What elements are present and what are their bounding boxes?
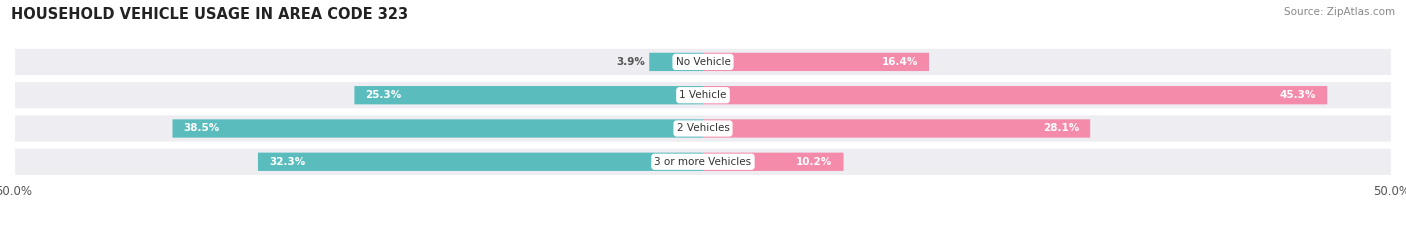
Text: 28.1%: 28.1%	[1043, 123, 1080, 134]
Text: 3.9%: 3.9%	[616, 57, 645, 67]
Text: HOUSEHOLD VEHICLE USAGE IN AREA CODE 323: HOUSEHOLD VEHICLE USAGE IN AREA CODE 323	[11, 7, 408, 22]
FancyBboxPatch shape	[650, 53, 703, 71]
FancyBboxPatch shape	[703, 86, 1327, 104]
FancyBboxPatch shape	[354, 86, 703, 104]
FancyBboxPatch shape	[703, 153, 844, 171]
FancyBboxPatch shape	[14, 148, 1392, 176]
Text: 2 Vehicles: 2 Vehicles	[676, 123, 730, 134]
FancyBboxPatch shape	[703, 119, 1090, 138]
FancyBboxPatch shape	[703, 53, 929, 71]
FancyBboxPatch shape	[14, 48, 1392, 76]
Text: 25.3%: 25.3%	[366, 90, 402, 100]
FancyBboxPatch shape	[14, 81, 1392, 109]
Text: No Vehicle: No Vehicle	[675, 57, 731, 67]
Text: 3 or more Vehicles: 3 or more Vehicles	[654, 157, 752, 167]
Text: 38.5%: 38.5%	[184, 123, 219, 134]
FancyBboxPatch shape	[173, 119, 703, 138]
Text: 32.3%: 32.3%	[269, 157, 305, 167]
Text: Source: ZipAtlas.com: Source: ZipAtlas.com	[1284, 7, 1395, 17]
Text: 10.2%: 10.2%	[796, 157, 832, 167]
Text: 16.4%: 16.4%	[882, 57, 918, 67]
Text: 45.3%: 45.3%	[1279, 90, 1316, 100]
FancyBboxPatch shape	[14, 114, 1392, 143]
Text: 1 Vehicle: 1 Vehicle	[679, 90, 727, 100]
FancyBboxPatch shape	[257, 153, 703, 171]
